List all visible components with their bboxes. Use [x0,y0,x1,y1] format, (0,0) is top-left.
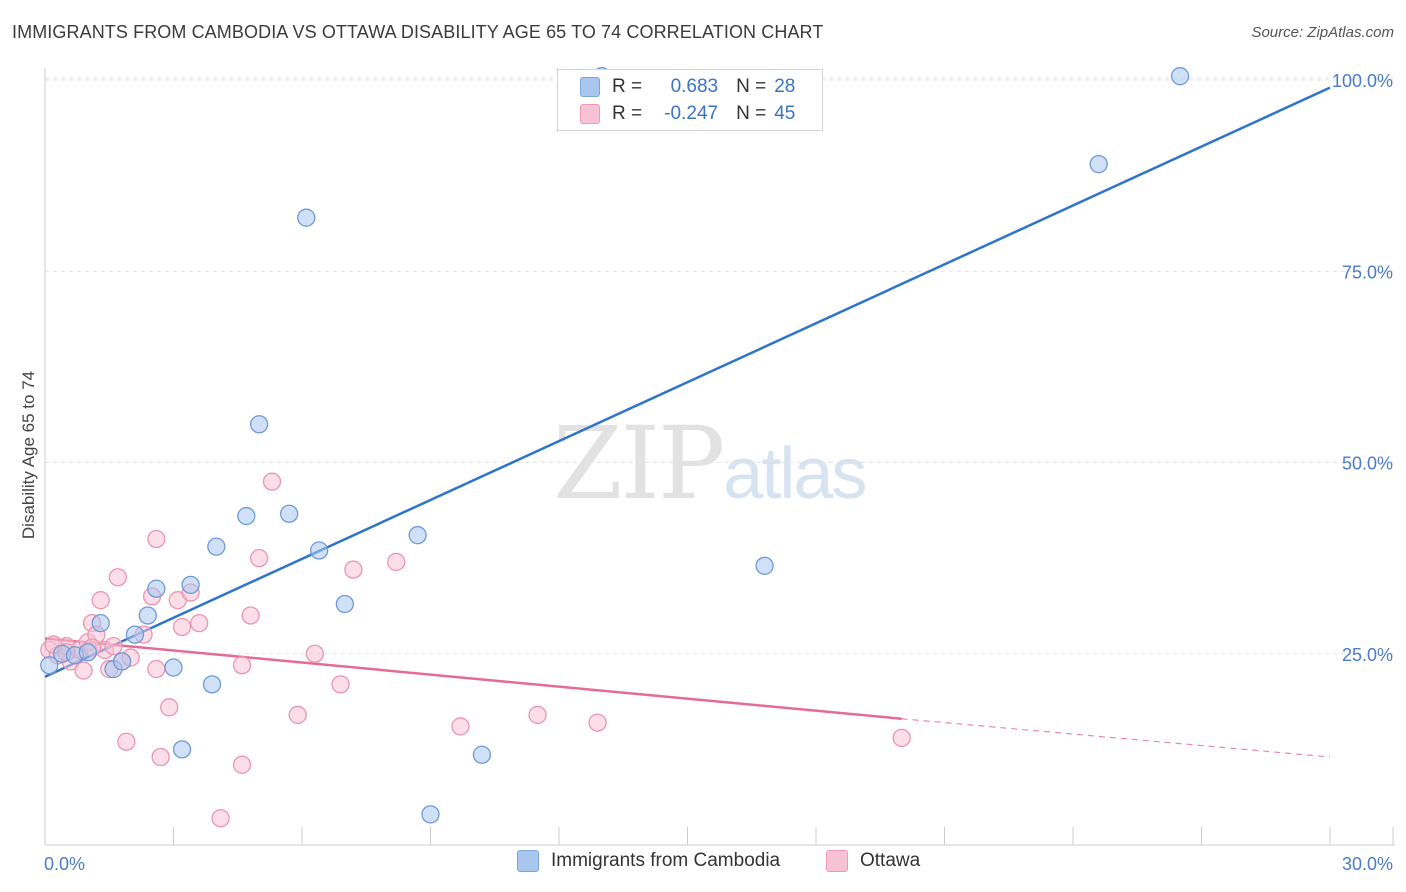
legend-row-cambodia: R = 0.683 N = 28 [580,75,795,99]
watermark: ZIPatlas [553,405,867,522]
data-point-ottawa [241,606,260,625]
data-point-ottawa [528,705,547,725]
data-point-ottawa [104,636,123,656]
data-point-cambodia [181,575,200,595]
data-point-cambodia [40,656,59,675]
data-point-ottawa [588,713,607,732]
data-point-ottawa [117,732,136,751]
data-point-ottawa [108,568,127,587]
legend-n-label: N = [736,76,767,97]
data-point-ottawa [344,560,363,579]
data-point-ottawa [190,614,209,633]
y-tick-label: 50.0% [1342,454,1393,474]
legend-label-ottawa: Ottawa [860,850,921,871]
data-point-ottawa [151,747,170,767]
data-point-ottawa [147,659,166,679]
data-point-cambodia [112,652,132,671]
data-point-cambodia [297,208,316,227]
legend-swatch-cambodia [580,77,600,97]
data-point-cambodia [202,675,222,694]
data-point-ottawa [288,705,307,725]
data-point-ottawa [892,728,911,748]
data-point-ottawa [232,755,252,774]
chart-title: IMMIGRANTS FROM CAMBODIA VS OTTAWA DISAB… [12,22,824,42]
data-point-cambodia [147,579,166,598]
data-point-ottawa [147,529,166,549]
data-point-cambodia [472,745,492,764]
data-point-ottawa [160,698,179,717]
legend-n-label: N = [736,103,767,124]
series-legend: Immigrants from Cambodia Ottawa [0,850,1406,878]
point-layer [40,67,1190,828]
data-point-cambodia [421,805,440,824]
watermark-zip: ZIP [553,405,725,522]
legend-swatch-ottawa [826,850,848,872]
data-point-cambodia [755,556,774,575]
data-point-ottawa [172,617,192,637]
y-axis-label: Disability Age 65 to 74 [19,371,38,539]
data-point-cambodia [78,643,97,662]
watermark-atlas: atlas [723,434,867,514]
data-point-cambodia [207,537,226,556]
data-point-cambodia [164,658,183,677]
data-point-ottawa [262,472,282,491]
data-point-cambodia [1089,154,1108,174]
data-point-cambodia [138,606,157,625]
y-tick-label: 75.0% [1342,262,1393,282]
x-tick-label: 0.0% [44,854,85,874]
trend-line-ottawa [44,637,902,721]
data-point-ottawa [305,644,325,663]
data-point-ottawa [451,717,470,736]
data-point-ottawa [91,591,110,610]
data-point-cambodia [125,625,145,644]
legend-row-ottawa: R = -0.247 N = 45 [580,102,795,126]
trend-line-cambodia [44,86,1331,678]
data-point-cambodia [237,506,256,526]
data-point-cambodia [172,740,192,759]
tick-layer: 25.0% 50.0% 75.0% 100.0% 0.0% 30.0% [44,71,1393,874]
legend-r-label: R = [612,76,643,97]
data-point-cambodia [1170,67,1190,86]
source-credit: Source: ZipAtlas.com [1251,24,1394,41]
data-point-ottawa [331,675,350,694]
legend-item-cambodia[interactable]: Immigrants from Cambodia [517,850,780,872]
legend-swatch-ottawa [580,104,600,124]
data-point-cambodia [408,526,427,545]
axis-layer [44,68,1395,846]
data-point-ottawa [387,552,406,572]
legend-r-label: R = [612,103,643,124]
grid-layer [45,77,1395,655]
correlation-legend: R = 0.683 N = 28 R = -0.247 N = 45 [557,69,823,131]
data-point-ottawa [211,809,230,828]
data-point-cambodia [250,415,269,434]
legend-item-ottawa[interactable]: Ottawa [826,850,920,872]
trend-extension-ottawa [901,718,1331,758]
legend-label-cambodia: Immigrants from Cambodia [551,850,781,871]
legend-r-value: 0.683 [670,76,719,97]
data-point-cambodia [279,504,299,523]
data-point-cambodia [335,594,354,614]
data-point-cambodia [309,541,329,560]
data-point-ottawa [232,656,252,675]
legend-n-value: 45 [774,103,796,124]
trend-layer [44,86,1331,758]
y-tick-label: 100.0% [1332,71,1393,91]
data-point-cambodia [91,614,110,633]
y-tick-label: 25.0% [1342,645,1393,665]
data-point-ottawa [74,661,93,680]
x-tick-label: 30.0% [1342,854,1393,874]
legend-swatch-cambodia [517,850,539,872]
legend-r-value: -0.247 [664,103,719,124]
data-point-ottawa [250,548,269,568]
legend-n-value: 28 [774,76,796,97]
